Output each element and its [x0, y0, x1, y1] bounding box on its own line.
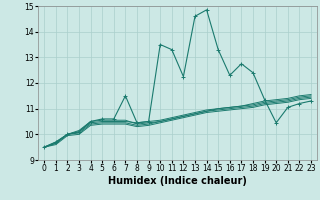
X-axis label: Humidex (Indice chaleur): Humidex (Indice chaleur)	[108, 176, 247, 186]
